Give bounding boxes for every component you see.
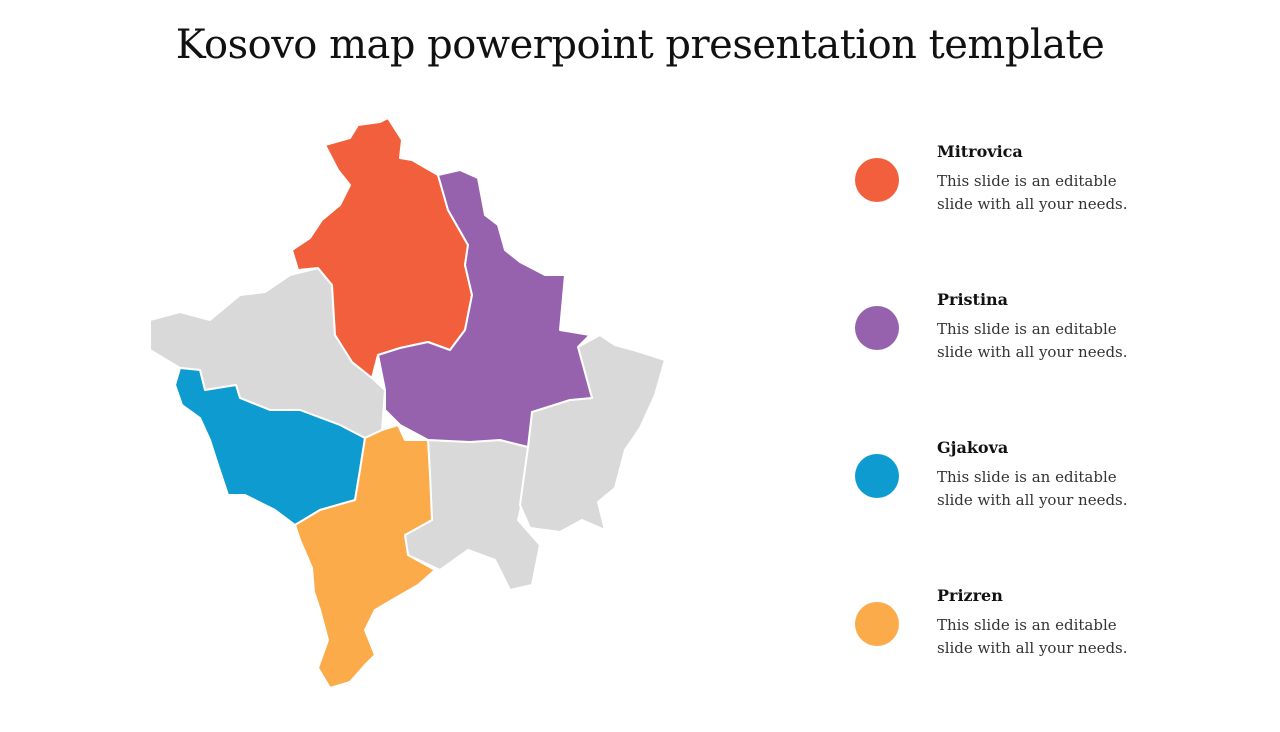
kosovo-map — [149, 117, 666, 689]
legend-item-pristina: Pristina This slide is an editable slide… — [852, 288, 1252, 436]
legend-description: This slide is an editable slide with all… — [937, 468, 1128, 509]
legend-name: Mitrovica — [937, 142, 1023, 161]
legend-dot-prizren — [855, 602, 899, 646]
legend-dot-mitrovica — [855, 158, 899, 202]
legend-item-mitrovica: Mitrovica This slide is an editable slid… — [852, 140, 1252, 288]
legend-name: Prizren — [937, 586, 1003, 605]
legend-description: This slide is an editable slide with all… — [937, 172, 1128, 213]
legend-description: This slide is an editable slide with all… — [937, 320, 1128, 361]
legend-item-gjakova: Gjakova This slide is an editable slide … — [852, 436, 1252, 584]
legend-dot-pristina — [855, 306, 899, 350]
legend-name: Gjakova — [937, 438, 1009, 457]
legend: Mitrovica This slide is an editable slid… — [852, 140, 1252, 732]
region-prizren[interactable] — [294, 424, 436, 689]
legend-item-prizren: Prizren This slide is an editable slide … — [852, 584, 1252, 732]
page-title: Kosovo map powerpoint presentation templ… — [175, 22, 1105, 68]
legend-name: Pristina — [937, 290, 1009, 309]
region-pristina[interactable] — [377, 169, 593, 448]
legend-dot-gjakova — [855, 454, 899, 498]
legend-description: This slide is an editable slide with all… — [937, 616, 1128, 657]
